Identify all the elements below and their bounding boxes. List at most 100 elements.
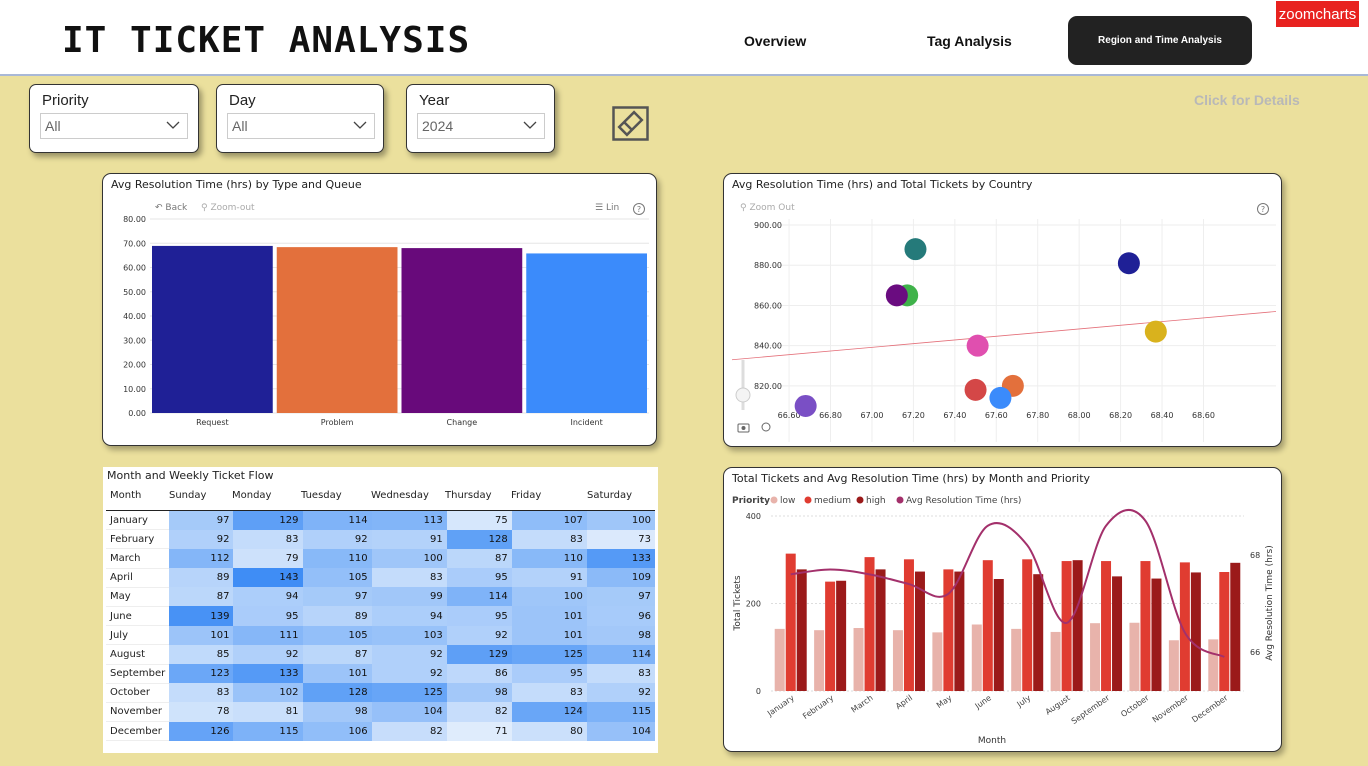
slicer-label: Priority — [42, 92, 89, 109]
column-header[interactable]: Saturday — [587, 490, 633, 501]
bar-high — [993, 579, 1004, 691]
column-header[interactable]: Friday — [511, 490, 542, 501]
zoom-out-button[interactable]: ⚲ Zoom Out — [740, 203, 795, 213]
table-row[interactable]: November 78 81 98 104 82 124 115 — [106, 702, 655, 723]
table-row[interactable]: February 92 83 92 91 128 83 73 — [106, 529, 655, 550]
day-dropdown[interactable]: All — [227, 113, 375, 139]
month-cell: June — [106, 606, 170, 627]
eraser-icon[interactable] — [612, 106, 649, 141]
table-row[interactable]: July 101 111 105 103 92 101 98 — [106, 625, 655, 646]
bar-high — [1072, 560, 1083, 691]
nav-overview-button[interactable]: Overview — [744, 33, 807, 49]
value-cell: 125 — [371, 683, 447, 703]
value-cell: 102 — [233, 683, 303, 703]
table-row[interactable]: October 83 102 128 125 98 83 92 — [106, 683, 655, 703]
zoom-out-button[interactable]: ⚲ Zoom-out — [201, 203, 255, 213]
dropdown-value: All — [45, 118, 61, 134]
legend-label: medium — [814, 496, 851, 506]
bar-low — [1050, 631, 1061, 691]
table-row[interactable]: April 89 143 105 83 95 91 109 — [106, 568, 655, 588]
column-header[interactable]: Month — [110, 490, 142, 501]
bar-problem — [276, 247, 398, 413]
bar-medium — [785, 553, 796, 691]
value-cell: 83 — [371, 568, 447, 588]
value-cell: 86 — [446, 664, 512, 684]
priority-dropdown[interactable]: All — [40, 113, 188, 139]
y2-tick-label: 68 — [1250, 551, 1260, 560]
back-button[interactable]: ↶ Back — [155, 203, 187, 213]
value-cell: 85 — [169, 644, 234, 664]
zoom-slider-handle — [735, 387, 751, 403]
scatter-point — [794, 394, 817, 417]
value-cell: 143 — [233, 568, 303, 588]
y-tick-label: 80.00 — [123, 215, 146, 224]
nav-region-time-button[interactable]: Region and Time Analysis — [1068, 16, 1252, 65]
bar-medium — [1022, 559, 1033, 691]
value-cell: 99 — [371, 587, 447, 607]
column-header[interactable]: Tuesday — [301, 490, 342, 501]
help-icon[interactable]: ? — [1257, 203, 1269, 215]
slicer-year: Year 2024 — [406, 84, 555, 153]
y-tick-label: 860.00 — [754, 301, 782, 310]
value-cell: 81 — [233, 702, 303, 722]
value-cell: 105 — [302, 568, 372, 588]
value-cell: 89 — [169, 568, 234, 588]
column-header[interactable]: Thursday — [445, 490, 492, 501]
value-cell: 133 — [233, 664, 303, 684]
table-row[interactable]: March 112 79 110 100 87 110 133 — [106, 548, 655, 569]
table-row[interactable]: December 126 115 106 82 71 80 104 — [106, 721, 655, 742]
x-tick-label: July — [1015, 693, 1033, 709]
table-row[interactable]: May 87 94 97 99 114 100 97 — [106, 587, 655, 607]
table-row[interactable]: August 85 92 87 92 129 125 114 — [106, 644, 655, 665]
value-cell: 73 — [586, 529, 655, 549]
value-cell: 92 — [371, 644, 447, 664]
x-tick-label: 68.40 — [1151, 411, 1174, 420]
legend-title: Priority — [732, 496, 770, 506]
value-cell: 105 — [302, 625, 372, 645]
table-row[interactable]: January 97 129 114 113 75 107 100 — [106, 509, 655, 531]
bar-low — [1129, 622, 1140, 691]
value-cell: 101 — [169, 625, 234, 645]
column-header[interactable]: Monday — [232, 490, 272, 501]
click-for-details-link[interactable]: Click for Details — [1194, 92, 1300, 108]
column-header[interactable]: Sunday — [169, 490, 207, 501]
bar-low — [1208, 639, 1219, 691]
help-icon[interactable]: ? — [633, 203, 645, 215]
value-cell: 104 — [586, 721, 655, 741]
value-cell: 129 — [446, 644, 512, 664]
x-tick-label: 67.60 — [985, 411, 1008, 420]
nav-tag-analysis-button[interactable]: Tag Analysis — [927, 33, 1012, 49]
bar-medium — [943, 569, 954, 691]
column-header[interactable]: Wednesday — [371, 490, 429, 501]
value-cell: 101 — [302, 664, 372, 684]
table-row[interactable]: September 123 133 101 92 86 95 83 — [106, 664, 655, 684]
value-cell: 111 — [233, 625, 303, 645]
value-cell: 114 — [586, 644, 655, 664]
y-tick-label: 880.00 — [754, 261, 782, 270]
year-dropdown[interactable]: 2024 — [417, 113, 545, 139]
chart-title: Avg Resolution Time (hrs) by Type and Qu… — [111, 178, 362, 191]
zoom-out-label: Zoom-out — [210, 203, 255, 213]
bar-medium — [1179, 562, 1190, 691]
value-cell: 83 — [511, 529, 587, 549]
zoom-out-icon: ⚲ — [740, 203, 747, 213]
month-cell: July — [106, 625, 170, 646]
x-tick-label: May — [935, 693, 954, 710]
y-tick-label: 60.00 — [123, 264, 146, 273]
header: IT TICKET ANALYSIS Overview Tag Analysis… — [0, 0, 1368, 76]
trend-line — [731, 311, 1277, 361]
bar-low — [814, 630, 825, 691]
zoom-out-icon: ⚲ — [201, 203, 208, 213]
bar-medium — [864, 557, 875, 691]
legend-label: Avg Resolution Time (hrs) — [906, 496, 1021, 506]
table-row[interactable]: June 139 95 89 94 95 101 96 — [106, 606, 655, 627]
bar-low — [1090, 623, 1101, 691]
y-tick-label: 820.00 — [754, 382, 782, 391]
value-cell: 82 — [446, 702, 512, 722]
bar-high — [836, 580, 847, 691]
zoom-out-label: Zoom Out — [749, 203, 795, 213]
value-cell: 83 — [586, 664, 655, 684]
value-cell: 114 — [302, 509, 372, 530]
value-cell: 104 — [371, 702, 447, 722]
lin-button[interactable]: ☰ Lin — [595, 203, 619, 213]
